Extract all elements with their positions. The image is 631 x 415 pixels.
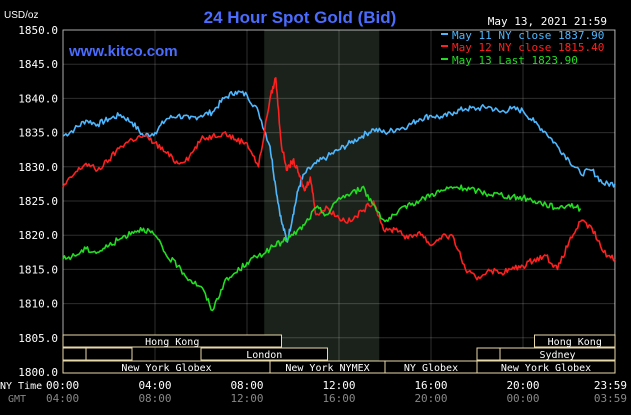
x-tick-label-ny: 23:59	[594, 379, 627, 392]
market-session-box	[62, 347, 87, 361]
market-session-label: New York Globex	[501, 363, 591, 374]
y-tick-label: 1845.0	[18, 58, 58, 71]
ny-session-band	[264, 30, 380, 372]
legend-may11: May 11 NY close 1837.90	[452, 29, 604, 42]
chart-title: 24 Hour Spot Gold (Bid)	[204, 8, 397, 27]
market-session-label: Hong Kong	[145, 337, 199, 348]
y-tick-label: 1840.0	[18, 92, 58, 105]
legend-may13: May 13 Last 1823.90	[452, 54, 578, 67]
market-session-label: Hong Kong	[548, 337, 602, 348]
market-session-label: Sydney	[539, 350, 575, 361]
x-tick-label-gmt: 03:59	[594, 392, 627, 405]
market-session-box	[62, 334, 282, 348]
series-layer	[62, 77, 616, 312]
y-tick-label: 1830.0	[18, 161, 58, 174]
x-tick-label-gmt: 12:00	[230, 392, 263, 405]
y-tick-label: 1850.0	[18, 24, 58, 37]
market-session-label: New York NYMEX	[285, 363, 369, 374]
market-session-box	[476, 360, 616, 374]
source-watermark: www.kitco.com	[68, 43, 178, 60]
y-axis-unit: USD/oz	[4, 10, 38, 21]
y-tick-label: 1805.0	[18, 332, 58, 345]
x-tick-label-gmt: 04:00	[46, 392, 79, 405]
y-tick-label: 1810.0	[18, 298, 58, 311]
series-line-may-12	[62, 77, 616, 281]
chart-date: May 13, 2021 21:59	[488, 15, 607, 28]
legend-may12: May 12 NY close 1815.40	[452, 41, 604, 54]
legend: May 11 NY close 1837.90 May 12 NY close …	[441, 29, 604, 67]
y-tick-label: 1820.0	[18, 229, 58, 242]
x-tick-label-ny: 16:00	[414, 379, 447, 392]
y-tick-label: 1815.0	[18, 263, 58, 276]
x-tick-label-ny: 00:00	[46, 379, 79, 392]
legend-swatch-may11	[441, 33, 448, 35]
x-tick-label-ny: 04:00	[138, 379, 171, 392]
x-tick-label-ny: 20:00	[506, 379, 539, 392]
x-axis-ny-label: NY Time	[0, 381, 42, 392]
x-tick-label-gmt: 20:00	[414, 392, 447, 405]
series-line-may-11	[62, 90, 616, 243]
session-band-layer	[264, 30, 380, 372]
axis-layer: 1800.0 1805.0 1810.0 1815.0 1820.0 1825.0 1830…	[18, 24, 627, 405]
y-tick-label: 1825.0	[18, 195, 58, 208]
x-tick-label-gmt: 16:00	[322, 392, 355, 405]
series-line-may-13	[62, 184, 582, 312]
x-tick-label-ny: 08:00	[230, 379, 263, 392]
y-tick-label: 1835.0	[18, 127, 58, 140]
market-session-box	[200, 347, 328, 361]
x-tick-label-ny: 12:00	[322, 379, 355, 392]
market-session-box	[85, 347, 133, 361]
y-tick-label: 1800.0	[18, 366, 58, 379]
x-tick-label-gmt: 08:00	[138, 392, 171, 405]
x-tick-label-gmt: 00:00	[506, 392, 539, 405]
market-session-label: New York Globex	[121, 363, 211, 374]
market-sessions: Hong Kong Hong Kong London Sydney New York G…	[62, 334, 616, 374]
market-session-label: London	[246, 350, 282, 361]
legend-swatch-may12	[441, 45, 448, 47]
market-session-label: NY Globex	[404, 363, 458, 374]
market-session-box	[476, 347, 501, 361]
x-axis-gmt-label: GMT	[8, 394, 26, 405]
market-session-box	[534, 334, 616, 348]
legend-swatch-may13	[441, 58, 448, 60]
